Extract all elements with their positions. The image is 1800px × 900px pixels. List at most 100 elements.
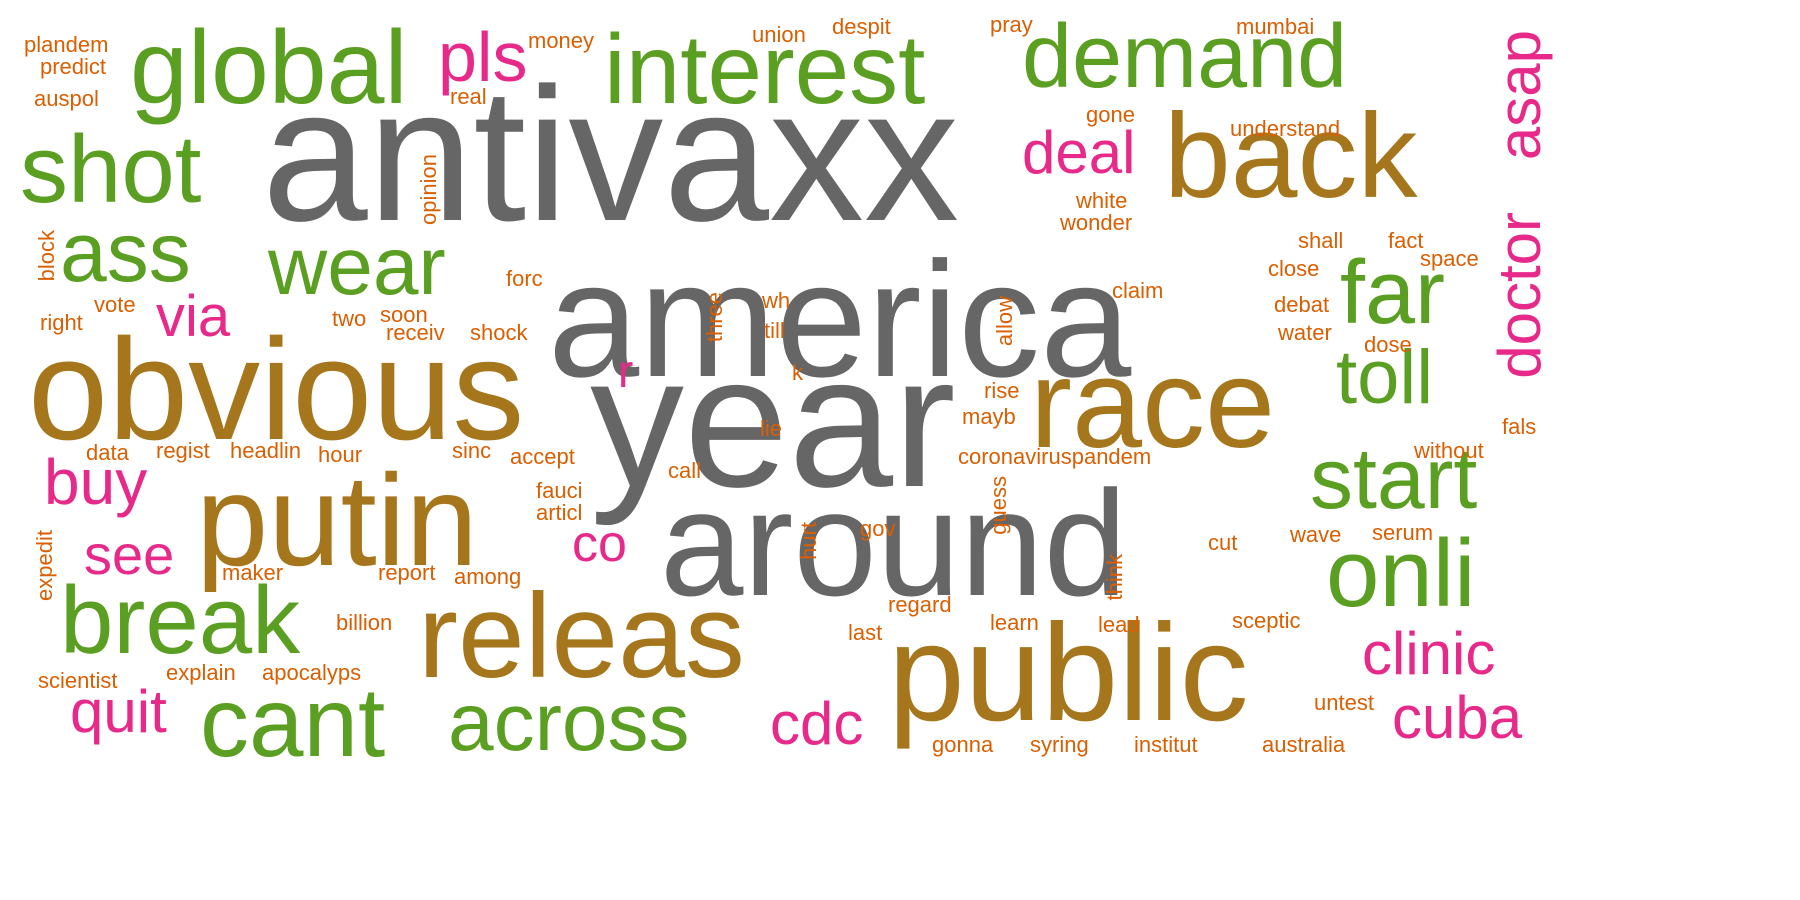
word-two: two — [332, 306, 367, 331]
word-k: k — [792, 360, 803, 385]
word-despit: despit — [832, 14, 891, 39]
word-cant: cant — [200, 667, 386, 777]
word-data: data — [86, 440, 129, 465]
word-learn: learn — [990, 610, 1039, 635]
word-till: till — [764, 318, 785, 343]
word-deal: deal — [1022, 119, 1136, 186]
word-co: co — [572, 515, 627, 573]
word-wear: wear — [268, 221, 446, 312]
word-doctor: doctor — [1486, 212, 1553, 379]
word-releas: releas — [418, 569, 745, 703]
word-sceptic: sceptic — [1232, 608, 1301, 633]
word-billion: billion — [336, 610, 393, 635]
word-start: start — [1310, 431, 1478, 527]
word-money: money — [528, 28, 595, 53]
word-close: close — [1268, 256, 1320, 281]
word-explain: explain — [166, 660, 236, 685]
word-around: around — [660, 459, 1128, 627]
word-pls: pls — [438, 18, 528, 96]
word-without: without — [1414, 438, 1484, 463]
word-gone: gone — [1086, 102, 1135, 127]
word-shot: shot — [20, 116, 202, 223]
word-america: america — [548, 228, 1132, 411]
word-fauci: fauci — [536, 478, 583, 503]
word-coronaviruspandem: coronaviruspandem — [958, 444, 1152, 469]
word-guess: guess — [986, 476, 1011, 535]
word-public: public — [888, 596, 1249, 750]
word-union: union — [752, 22, 806, 47]
word-pray: pray — [990, 12, 1033, 37]
word-rise: rise — [984, 378, 1020, 403]
word-predict: predict — [40, 54, 107, 79]
word-r: r — [618, 345, 634, 397]
word-headlin: headlin — [230, 438, 301, 463]
word-wonder: wonder — [1060, 210, 1133, 235]
word-gonna: gonna — [932, 732, 994, 757]
word-lie: lie — [760, 416, 783, 441]
word-toll: toll — [1336, 335, 1434, 420]
word-ass: ass — [60, 205, 191, 299]
word-articl: articl — [536, 500, 583, 525]
word-think: think — [1102, 554, 1127, 601]
word-hurt: hurt — [796, 522, 821, 560]
word-regard: regard — [888, 592, 952, 617]
word-buy: buy — [44, 446, 148, 518]
word-debat: debat — [1274, 292, 1330, 317]
word-allow: allow — [992, 296, 1017, 347]
word-white: white — [1076, 188, 1128, 213]
word-obvious: obvious — [28, 309, 525, 470]
word-space: space — [1420, 246, 1479, 271]
word-fact: fact — [1388, 228, 1424, 253]
word-asap: asap — [1486, 30, 1553, 161]
word-year: year — [590, 316, 956, 526]
word-mayb: mayb — [962, 404, 1016, 429]
word-sinc: sinc — [452, 438, 492, 463]
word-see: see — [84, 523, 175, 586]
word-vote: vote — [94, 292, 136, 317]
word-real: real — [450, 84, 487, 109]
word-auspol: auspol — [34, 86, 99, 111]
word-shall: shall — [1298, 228, 1344, 253]
word-opinion: opinion — [416, 154, 441, 225]
word-break: break — [60, 567, 301, 674]
word-plandem: plandem — [24, 32, 109, 57]
word-expedit: expedit — [32, 530, 57, 601]
word-forc: forc — [506, 266, 543, 291]
word-race: race — [1030, 333, 1276, 474]
word-scientist: scientist — [38, 668, 118, 693]
word-antivaxx: antivaxx — [262, 49, 960, 261]
word-australia: australia — [1262, 732, 1346, 757]
word-untest: untest — [1314, 690, 1374, 715]
word-wh: wh — [762, 288, 791, 313]
word-apocalyps: apocalyps — [262, 660, 362, 685]
word-last: last — [848, 620, 883, 645]
word-maker: maker — [222, 560, 284, 585]
word-putin: putin — [196, 447, 478, 593]
word-across: across — [448, 677, 690, 768]
word-cuba: cuba — [1392, 684, 1523, 751]
word-hour: hour — [318, 442, 363, 467]
word-onli: onli — [1326, 520, 1476, 627]
word-institut: institut — [1134, 732, 1198, 757]
word-right: right — [40, 310, 83, 335]
word-clinic: clinic — [1362, 620, 1496, 687]
word-gov: gov — [860, 516, 896, 541]
word-mumbai: mumbai — [1236, 14, 1315, 39]
word-wave: wave — [1290, 522, 1342, 547]
word-via: via — [156, 284, 231, 349]
word-report: report — [378, 560, 436, 585]
word-quit: quit — [70, 678, 167, 745]
word-cdc: cdc — [770, 690, 864, 757]
word-claim: claim — [1112, 278, 1164, 303]
word-cut: cut — [1208, 530, 1238, 555]
word-among: among — [454, 564, 522, 589]
word-far: far — [1340, 243, 1446, 343]
word-accept: accept — [510, 444, 575, 469]
word-water: water — [1278, 320, 1332, 345]
word-shock: shock — [470, 320, 528, 345]
word-fals: fals — [1502, 414, 1537, 439]
word-receiv: receiv — [386, 320, 445, 345]
word-demand: demand — [1022, 7, 1348, 107]
word-understand: understand — [1230, 116, 1341, 141]
